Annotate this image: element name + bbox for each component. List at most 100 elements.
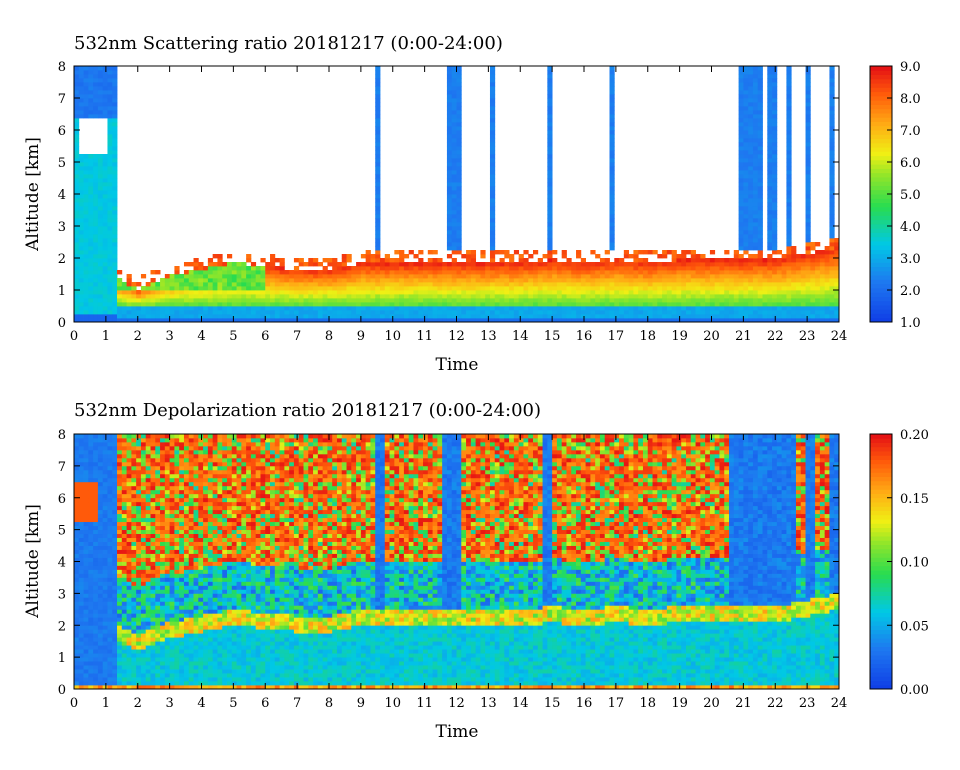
heatmap-cell — [136, 685, 142, 690]
heatmap-cell — [485, 278, 491, 283]
heatmap-cell — [93, 613, 99, 618]
heatmap-cell — [700, 266, 706, 271]
heatmap-cell — [265, 262, 271, 267]
heatmap-cell — [762, 266, 768, 271]
heatmap-cell — [155, 306, 161, 311]
heatmap-cell — [676, 266, 682, 271]
heatmap-cell — [255, 318, 261, 323]
heatmap-cell — [423, 298, 429, 303]
x-tick-label: 18 — [639, 329, 656, 344]
heatmap-cell — [547, 234, 553, 239]
heatmap-cell — [733, 306, 739, 311]
heatmap-cell — [729, 306, 735, 311]
heatmap-cell — [207, 286, 214, 291]
heatmap-cell — [112, 262, 118, 267]
heatmap-cell — [78, 242, 84, 247]
heatmap-cell — [781, 274, 787, 279]
heatmap-cell — [466, 254, 472, 259]
heatmap-cell — [824, 274, 830, 279]
heatmap-cell — [107, 477, 113, 483]
heatmap-cell — [772, 118, 778, 123]
heatmap-cell — [547, 222, 553, 227]
heatmap-cell — [676, 282, 682, 287]
heatmap-cell — [772, 114, 778, 119]
heatmap-cell — [580, 274, 586, 279]
heatmap-cell — [470, 290, 477, 295]
heatmap-cell — [748, 146, 754, 151]
heatmap-cell — [757, 254, 763, 259]
heatmap-cell — [494, 298, 500, 303]
heatmap-cell — [97, 262, 104, 267]
heatmap-cell — [145, 677, 151, 682]
heatmap-cell — [83, 609, 89, 614]
heatmap-cell — [78, 206, 84, 211]
heatmap-cell — [489, 90, 496, 95]
heatmap-cell — [121, 493, 127, 499]
heatmap-cell — [767, 210, 773, 215]
heatmap-cell — [102, 266, 108, 271]
colorbar-segment — [870, 223, 892, 229]
heatmap-cell — [451, 90, 457, 95]
heatmap-cell — [332, 314, 338, 319]
heatmap-cell — [795, 298, 802, 303]
heatmap-cell — [743, 98, 749, 103]
heatmap-cell — [193, 318, 199, 323]
colorbar-segment — [870, 176, 892, 182]
heatmap-cell — [614, 290, 620, 295]
heatmap-cell — [78, 597, 84, 602]
heatmap-cell — [494, 318, 500, 323]
heatmap-cell — [528, 306, 534, 311]
heatmap-cell — [102, 469, 108, 475]
heatmap-cell — [652, 310, 658, 315]
heatmap-cell — [160, 278, 166, 283]
heatmap-cell — [78, 194, 84, 199]
heatmap-cell — [772, 274, 778, 279]
heatmap-cell — [489, 110, 496, 115]
heatmap-cell — [112, 286, 118, 291]
heatmap-cell — [140, 545, 147, 550]
heatmap-cell — [786, 122, 792, 127]
heatmap-cell — [145, 569, 151, 574]
heatmap-cell — [446, 222, 453, 227]
heatmap-cell — [599, 286, 606, 291]
heatmap-cell — [456, 194, 462, 199]
heatmap-cell — [88, 74, 94, 79]
heatmap-cell — [566, 306, 572, 311]
heatmap-cell — [772, 166, 778, 171]
heatmap-cell — [145, 629, 151, 634]
heatmap-cell — [681, 266, 687, 271]
heatmap-cell — [117, 573, 123, 578]
x-tick-label: 11 — [416, 329, 433, 344]
heatmap-cell — [489, 238, 496, 243]
heatmap-cell — [313, 294, 319, 299]
heatmap-cell — [88, 529, 94, 535]
heatmap-cell — [757, 138, 763, 143]
heatmap-cell — [327, 318, 333, 323]
heatmap-cell — [351, 286, 357, 291]
heatmap-cell — [499, 318, 505, 323]
heatmap-cell — [308, 314, 314, 319]
heatmap-cell — [733, 262, 739, 267]
heatmap-cell — [834, 274, 840, 279]
heatmap-cell — [145, 306, 151, 311]
heatmap-cell — [78, 549, 84, 554]
heatmap-cell — [513, 318, 520, 323]
heatmap-cell — [518, 286, 524, 291]
heatmap-cell — [155, 633, 161, 638]
heatmap-cell — [83, 70, 89, 75]
heatmap-cell — [83, 465, 89, 471]
y-tick-label: 4 — [58, 188, 66, 203]
heatmap-cell — [738, 222, 744, 227]
heatmap-cell — [724, 298, 730, 303]
heatmap-cell — [83, 657, 89, 662]
heatmap-cell — [772, 158, 778, 163]
heatmap-cell — [97, 469, 104, 475]
heatmap-cell — [74, 154, 80, 159]
heatmap-cell — [88, 497, 94, 503]
heatmap-cell — [140, 557, 147, 562]
heatmap-cell — [504, 254, 510, 259]
heatmap-cell — [614, 262, 620, 267]
heatmap-cell — [767, 254, 773, 259]
heatmap-cell — [571, 306, 577, 311]
heatmap-cell — [580, 318, 586, 323]
